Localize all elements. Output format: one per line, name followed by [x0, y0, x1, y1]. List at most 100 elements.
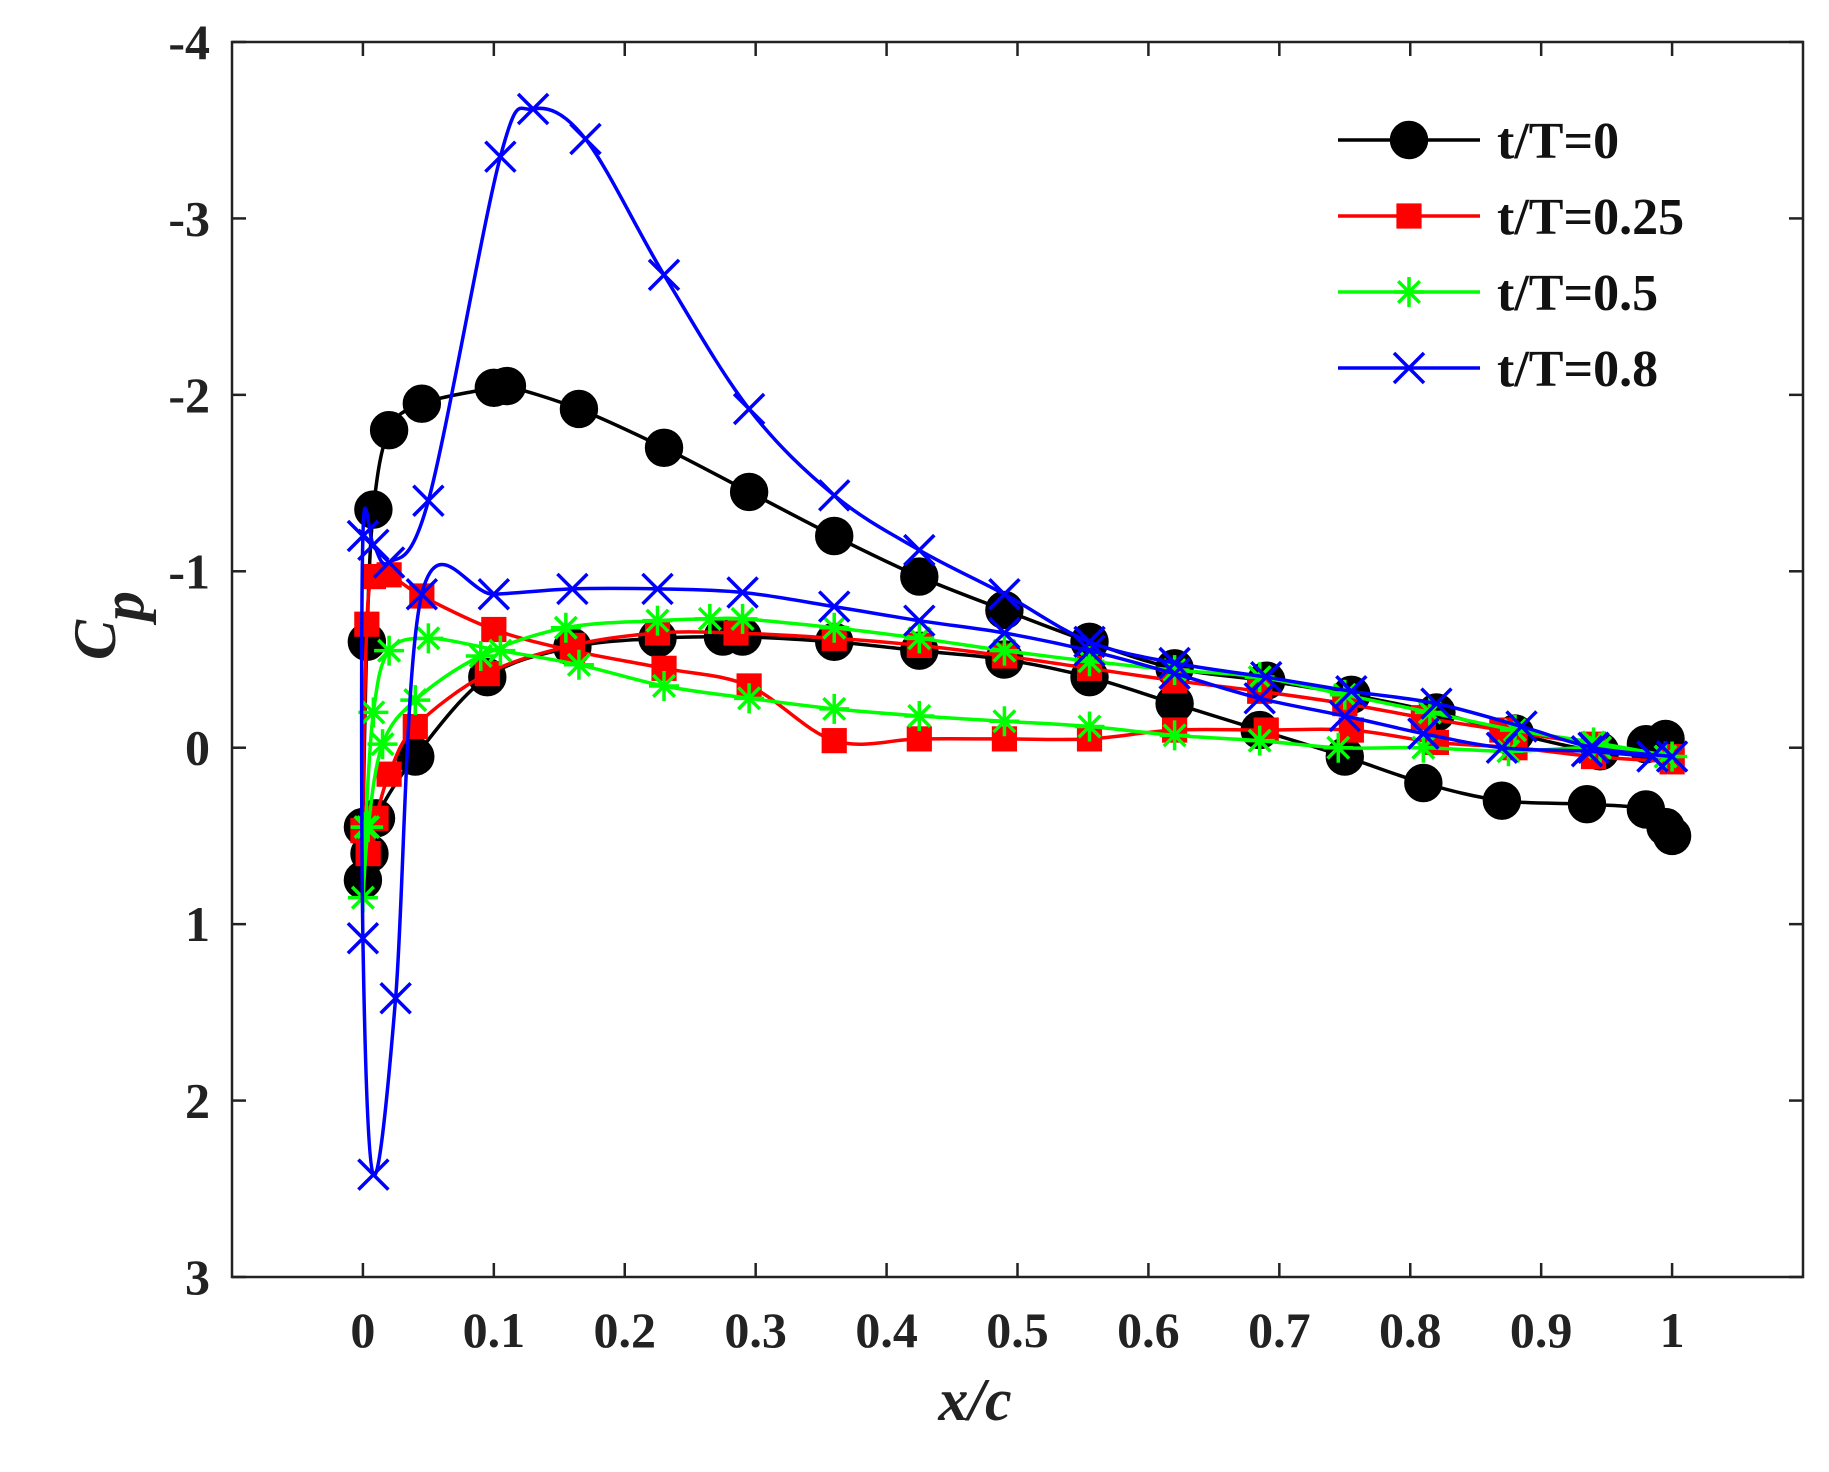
data-point	[1158, 646, 1191, 680]
x-tick-label: 1	[1660, 1302, 1685, 1358]
data-point	[988, 616, 1021, 650]
data-point	[1392, 351, 1426, 385]
legend-item: t/T=0.25	[1338, 189, 1684, 246]
data-point	[354, 611, 380, 637]
data-point	[346, 922, 380, 955]
data-point	[481, 616, 507, 643]
data-point	[734, 683, 765, 714]
data-point	[516, 92, 550, 126]
data-point	[729, 472, 769, 512]
data-point	[559, 389, 599, 429]
data-point	[821, 728, 847, 754]
data-point	[1073, 634, 1106, 667]
data-point	[904, 700, 935, 731]
data-point	[376, 761, 402, 787]
y-axis-label: C p	[62, 591, 156, 660]
data-point	[1243, 682, 1276, 715]
data-point	[985, 590, 1024, 630]
legend-label: t/T=0.5	[1497, 265, 1658, 322]
data-point	[400, 685, 431, 716]
y-tick-label: -4	[168, 14, 210, 70]
data-point	[1482, 781, 1522, 820]
data-point	[1250, 660, 1283, 694]
x-tick-label: 0.5	[986, 1302, 1049, 1358]
legend-item: t/T=0	[1338, 113, 1619, 170]
data-point	[379, 982, 412, 1015]
data-point	[413, 623, 444, 654]
data-point	[819, 693, 850, 724]
data-point	[367, 729, 398, 760]
series-line	[359, 106, 1673, 1178]
x-tick-label: 0.6	[1117, 1302, 1180, 1358]
data-point	[477, 577, 511, 611]
data-point	[355, 840, 381, 867]
data-point	[569, 122, 602, 156]
y-tick-label: -1	[168, 543, 210, 599]
data-point	[904, 623, 935, 654]
data-point	[1577, 731, 1610, 764]
data-point	[819, 612, 850, 643]
y-tick-label: -3	[168, 190, 210, 246]
y-tick-label: -2	[168, 367, 210, 423]
data-point	[563, 649, 594, 680]
data-point	[1323, 732, 1354, 763]
data-point	[484, 140, 517, 173]
y-tick-label: 3	[185, 1249, 210, 1305]
data-point	[644, 428, 684, 467]
axis-ticks: 0 0.1 0.2 0.3 0.4 0.5 0.6 0.7 0.8 0.9 1 -4 -3 -2 -1 0 1 2…	[168, 14, 1803, 1358]
legend-label: t/T=0.25	[1497, 189, 1684, 246]
data-point	[474, 661, 500, 687]
data-point	[354, 490, 393, 529]
data-point	[1636, 740, 1669, 773]
data-point	[559, 632, 585, 658]
data-point	[357, 1158, 390, 1191]
x-tick-label: 0	[350, 1302, 375, 1358]
data-point	[1074, 711, 1105, 742]
data-point	[1389, 120, 1429, 160]
data-point	[474, 368, 514, 407]
data-point	[412, 484, 445, 517]
data-point	[727, 603, 758, 634]
data-point	[903, 533, 936, 567]
data-point	[1404, 763, 1443, 803]
data-point	[642, 605, 673, 636]
legend: t/T=0 t/T=0.25 t/T=0.5 t/T=0.8	[1338, 113, 1684, 398]
legend-item: t/T=0.8	[1338, 341, 1658, 398]
data-point	[732, 392, 766, 426]
x-axis-label: x/c	[937, 1367, 1011, 1433]
data-point	[694, 603, 725, 634]
data-point	[647, 258, 681, 292]
data-point	[353, 812, 384, 843]
data-point	[358, 697, 389, 728]
data-point	[346, 519, 380, 553]
data-point	[550, 612, 581, 643]
data-point	[726, 576, 759, 609]
series-layer	[343, 92, 1692, 1191]
x-tick-label: 0.2	[594, 1302, 657, 1358]
data-point	[1335, 675, 1368, 708]
data-point	[369, 410, 409, 450]
data-point	[649, 670, 680, 701]
data-point	[903, 604, 936, 637]
data-point	[1420, 687, 1453, 720]
data-point	[988, 577, 1021, 611]
legend-label: t/T=0.8	[1497, 341, 1658, 398]
data-point	[1159, 720, 1190, 751]
data-point	[641, 572, 674, 606]
data-point	[989, 706, 1020, 737]
data-point	[815, 516, 854, 556]
data-point	[465, 640, 496, 671]
data-point	[1244, 725, 1275, 756]
data-point	[402, 384, 442, 423]
data-point	[989, 635, 1020, 666]
y-axis-label-main: C	[62, 619, 128, 660]
x-tick-label: 0.3	[724, 1302, 787, 1358]
y-tick-label: 1	[185, 896, 210, 952]
x-tick-label: 0.4	[855, 1302, 918, 1358]
y-tick-label: 2	[185, 1073, 210, 1129]
legend-item: t/T=0.5	[1338, 265, 1658, 322]
x-tick-label: 0.8	[1379, 1302, 1442, 1358]
data-point	[817, 479, 851, 512]
x-tick-label: 0.9	[1510, 1302, 1573, 1358]
